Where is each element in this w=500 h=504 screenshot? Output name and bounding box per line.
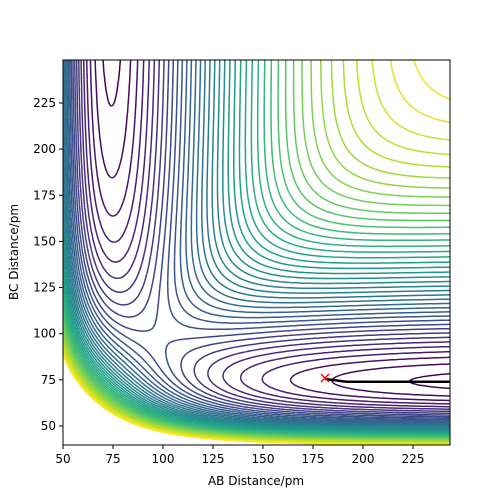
contour-line (75, 60, 450, 415)
contour-line (63, 60, 450, 427)
contour-line (63, 60, 450, 432)
x-axis-label: AB Distance/pm (208, 474, 304, 488)
contour-line (63, 60, 450, 426)
y-tick-label: 175 (33, 188, 56, 202)
contour-line (66, 60, 450, 424)
contour-line (63, 60, 450, 443)
contour-line (63, 60, 450, 433)
y-tick-label: 75 (41, 373, 56, 387)
trajectory-line (324, 377, 450, 383)
contour-line (63, 60, 450, 430)
contour-line (63, 60, 450, 429)
contour-line (74, 60, 450, 416)
y-tick-label: 225 (33, 96, 56, 110)
contour-line (78, 60, 450, 413)
contour-line (63, 60, 450, 434)
contour-line (70, 60, 450, 419)
start-marker (320, 373, 330, 383)
contour-line (63, 60, 450, 436)
contour-line (72, 60, 450, 418)
contour-line (94, 60, 450, 397)
x-tick-label: 50 (55, 452, 70, 466)
y-tick-label: 150 (33, 234, 56, 248)
contour-line (68, 60, 450, 421)
contour-set (63, 60, 450, 445)
contour-line (63, 60, 450, 431)
y-tick-label: 200 (33, 142, 56, 156)
contour-line (82, 60, 450, 408)
x-tick-label: 150 (252, 452, 275, 466)
overlay (320, 373, 450, 383)
contour-line (64, 60, 450, 425)
contour-line (63, 60, 450, 435)
x-tick-label: 75 (105, 452, 120, 466)
y-tick-label: 100 (33, 327, 56, 341)
contour-line (89, 60, 450, 402)
contour-line (63, 60, 450, 428)
contour-line (67, 60, 450, 422)
contour-line (85, 60, 450, 405)
x-tick-label: 225 (402, 452, 425, 466)
x-tick-label: 200 (352, 452, 375, 466)
y-axis-label: BC Distance/pm (7, 204, 21, 300)
y-tick-label: 125 (33, 281, 56, 295)
x-tick-label: 100 (152, 452, 175, 466)
contour-line (63, 60, 450, 435)
x-tick-label: 175 (302, 452, 325, 466)
x-tick-label: 125 (202, 452, 225, 466)
contour-line (80, 60, 450, 410)
marker-stroke (320, 373, 330, 383)
plot-frame (62, 59, 451, 446)
y-tick-label: 50 (41, 419, 56, 433)
